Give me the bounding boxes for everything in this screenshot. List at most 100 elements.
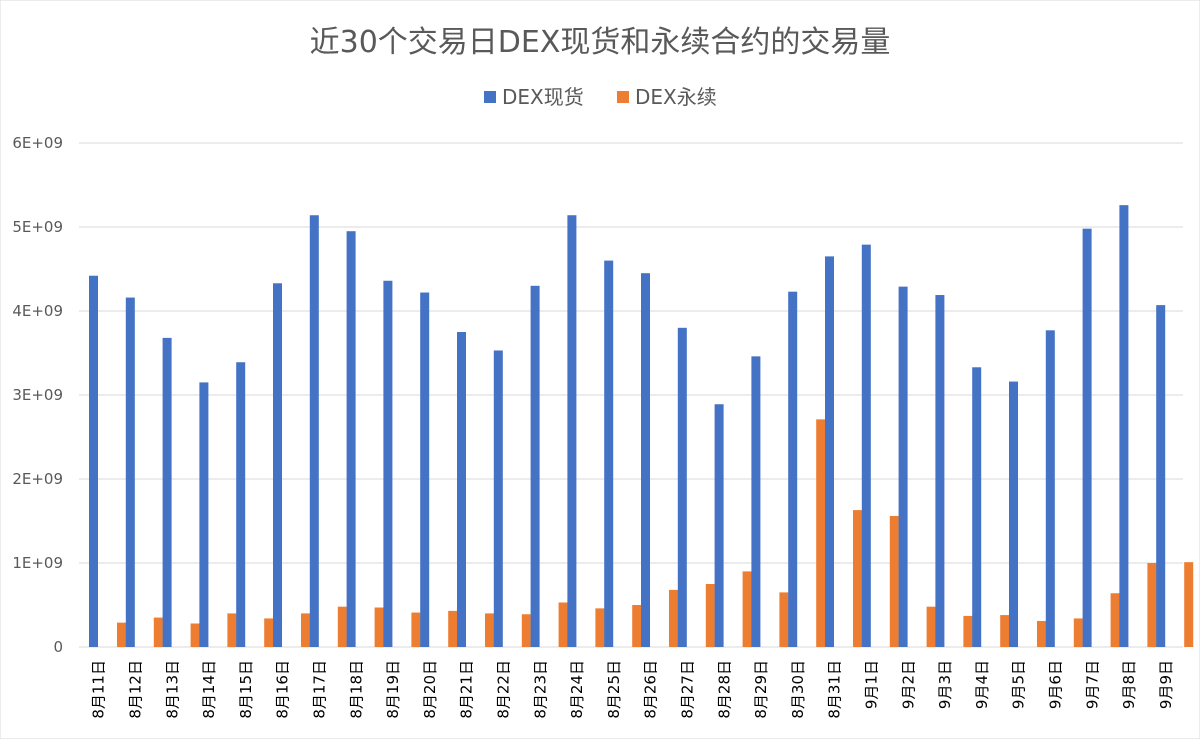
bar-dex-perp xyxy=(963,615,973,647)
bar-dex-perp xyxy=(337,606,347,647)
bar-dex-perp xyxy=(448,610,458,647)
bar-dex-perp xyxy=(853,510,862,647)
bar-dex-perp xyxy=(1147,563,1157,647)
bar-dex-spot xyxy=(273,283,282,647)
bar-dex-spot xyxy=(604,260,614,647)
bar-dex-spot xyxy=(1009,381,1018,647)
bar-dex-spot xyxy=(89,275,98,647)
bar-dex-spot xyxy=(567,215,577,648)
bar-dex-perp xyxy=(411,612,421,647)
bar-dex-spot xyxy=(751,356,761,647)
bar-dex-perp xyxy=(521,614,531,647)
x-tick-label: 8月22日 xyxy=(494,660,512,719)
x-tick-label: 9月3日 xyxy=(936,660,954,709)
bar-dex-perp xyxy=(558,602,568,647)
x-tick-label: 9月1日 xyxy=(862,660,880,709)
bar-dex-spot xyxy=(1082,228,1092,647)
bar-dex-spot xyxy=(641,273,650,647)
bar-dex-spot xyxy=(346,231,356,647)
bar-dex-spot xyxy=(714,404,724,647)
y-tick-label: 0 xyxy=(53,638,63,656)
bar-dex-spot xyxy=(1119,205,1129,647)
bar-dex-spot xyxy=(162,337,172,647)
x-tick-label: 8月29日 xyxy=(752,660,770,719)
y-tick-label: 6E+09 xyxy=(12,134,63,152)
bar-dex-perp xyxy=(485,613,494,647)
x-tick-label: 8月31日 xyxy=(826,660,844,719)
x-tick-label: 8月28日 xyxy=(715,660,733,719)
bar-dex-spot xyxy=(861,244,871,647)
bar-dex-perp xyxy=(1037,620,1046,647)
bar-dex-spot xyxy=(457,332,466,647)
x-tick-label: 9月9日 xyxy=(1157,660,1175,709)
x-tick-label: 8月16日 xyxy=(274,660,292,719)
x-tick-label: 8月24日 xyxy=(568,660,586,719)
x-tick-label: 8月14日 xyxy=(200,660,218,719)
bar-dex-spot xyxy=(972,367,982,647)
bar-dex-spot xyxy=(825,256,834,647)
bar-dex-spot xyxy=(199,382,209,647)
x-tick-label: 8月26日 xyxy=(642,660,660,719)
x-tick-label: 8月20日 xyxy=(421,660,439,719)
bar-dex-spot xyxy=(788,291,798,647)
bar-dex-spot xyxy=(898,286,908,647)
x-tick-label: 8月21日 xyxy=(458,660,476,719)
bar-dex-perp xyxy=(153,617,163,647)
x-axis: 8月11日 8月12日 8月13日 8月14日 8月15日 8月16日 8月17日 8月18日… xyxy=(90,660,1175,719)
bar-dex-perp xyxy=(374,607,384,647)
bar-dex-spot xyxy=(677,327,687,647)
y-tick-label: 3E+09 xyxy=(12,386,63,404)
bar-dex-perp xyxy=(1184,562,1194,647)
bar-dex-spot xyxy=(420,292,430,647)
x-tick-label: 9月8日 xyxy=(1120,660,1138,709)
x-tick-label: 9月5日 xyxy=(1010,660,1028,709)
bar-dex-perp xyxy=(742,571,752,647)
bar-dex-perp xyxy=(705,584,715,647)
legend: DEX现货 DEX永续 xyxy=(484,85,717,109)
x-tick-label: 8月17日 xyxy=(310,660,328,719)
x-tick-label: 9月4日 xyxy=(973,660,991,709)
x-tick-label: 8月19日 xyxy=(384,660,402,719)
bar-dex-spot xyxy=(309,215,319,648)
x-tick-label: 8月25日 xyxy=(605,660,623,719)
bar-dex-perp xyxy=(816,419,826,647)
x-tick-label: 8月27日 xyxy=(678,660,696,719)
bar-dex-perp xyxy=(632,605,642,647)
bar-dex-perp xyxy=(190,623,200,647)
bar-dex-perp xyxy=(779,592,789,647)
bar-dex-spot xyxy=(530,285,540,647)
legend-label-dex-perp: DEX永续 xyxy=(635,85,717,109)
bar-dex-perp xyxy=(1110,593,1120,647)
bar-dex-perp xyxy=(926,606,936,647)
bar-dex-perp xyxy=(669,589,678,647)
x-tick-label: 8月13日 xyxy=(163,660,181,719)
y-tick-label: 4E+09 xyxy=(12,302,63,320)
legend-label-dex-spot: DEX现货 xyxy=(502,85,584,109)
bar-dex-perp xyxy=(595,608,605,647)
y-tick-label: 5E+09 xyxy=(12,218,63,236)
bar-dex-perp xyxy=(1073,618,1083,647)
bar-dex-spot xyxy=(493,350,503,647)
y-tick-label: 1E+09 xyxy=(12,554,63,572)
bars xyxy=(89,205,1194,648)
y-axis: 0 1E+09 2E+09 3E+09 4E+09 5E+09 6E+09 xyxy=(12,134,63,656)
bar-dex-perp xyxy=(1000,615,1010,647)
x-tick-label: 8月11日 xyxy=(90,660,108,719)
x-tick-label: 8月15日 xyxy=(237,660,255,719)
grid-lines xyxy=(79,142,1183,648)
x-tick-label: 9月6日 xyxy=(1046,660,1064,709)
x-tick-label: 8月12日 xyxy=(126,660,144,719)
x-tick-label: 8月23日 xyxy=(531,660,549,719)
y-tick-label: 2E+09 xyxy=(12,470,63,488)
bar-dex-spot xyxy=(935,295,945,647)
legend-swatch-dex-spot xyxy=(484,91,496,103)
bar-dex-spot xyxy=(236,362,246,647)
x-tick-label: 9月2日 xyxy=(899,660,917,709)
x-tick-label: 8月18日 xyxy=(347,660,365,719)
bar-dex-spot xyxy=(125,297,135,647)
chart-title: 近30个交易日DEX现货和永续合约的交易量 xyxy=(310,25,891,60)
x-tick-label: 8月30日 xyxy=(789,660,807,719)
bar-dex-perp xyxy=(264,618,274,647)
